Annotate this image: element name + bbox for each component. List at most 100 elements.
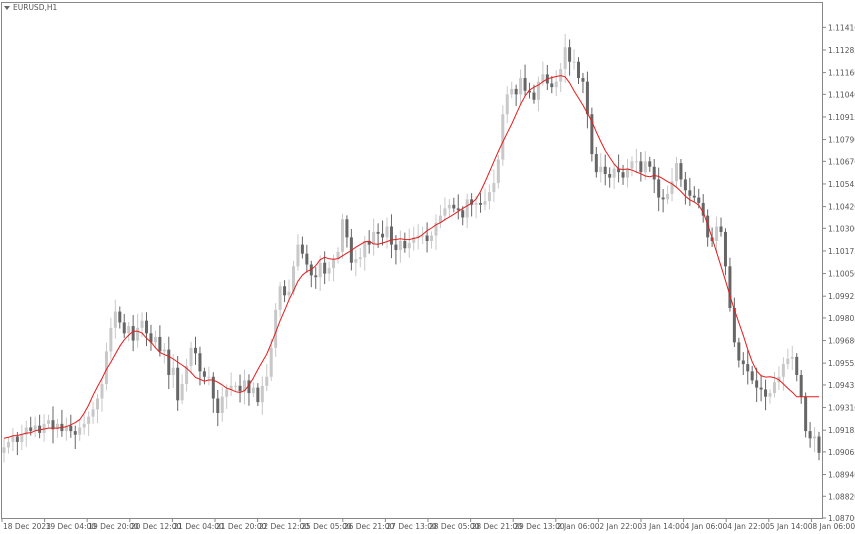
bear-candle xyxy=(719,226,723,232)
bull-candle xyxy=(287,291,291,296)
bear-candle xyxy=(723,231,727,267)
bear-candle xyxy=(550,83,554,88)
bull-candle xyxy=(291,266,295,292)
bull-candle xyxy=(474,202,478,205)
bull-candle xyxy=(153,336,157,343)
bull-candle xyxy=(251,387,255,394)
bull-candle xyxy=(666,193,670,200)
triangle-down-icon[interactable] xyxy=(4,6,10,10)
bull-candle xyxy=(670,181,674,194)
bull-candle xyxy=(24,427,28,435)
bear-candle xyxy=(732,307,736,343)
bull-candle xyxy=(109,327,113,352)
time-tick-label: 21 Dec 04:00 xyxy=(173,522,224,531)
bear-candle xyxy=(568,47,572,62)
bull-candle xyxy=(332,259,336,269)
bull-candle xyxy=(6,441,10,448)
bear-candle xyxy=(741,360,745,365)
price-tick-label: 1.08820 xyxy=(828,492,855,501)
bull-candle xyxy=(100,384,104,399)
bull-candle xyxy=(189,347,193,366)
bull-candle xyxy=(265,376,269,386)
bear-candle xyxy=(283,286,287,296)
candles-layer xyxy=(2,34,821,463)
price-tick-label: 1.11160 xyxy=(828,69,855,78)
bull-candle xyxy=(185,365,189,385)
bull-candle xyxy=(140,320,144,328)
bull-candle xyxy=(104,351,108,385)
bull-candle xyxy=(340,219,344,252)
bull-candle xyxy=(33,425,37,432)
bull-candle xyxy=(674,163,678,182)
bull-candle xyxy=(385,226,389,238)
bull-candle xyxy=(625,168,629,178)
bull-candle xyxy=(430,235,434,241)
bull-candle xyxy=(64,425,68,432)
price-tick-label: 1.10175 xyxy=(828,247,855,256)
bear-candle xyxy=(728,266,732,308)
bull-candle xyxy=(612,168,616,178)
bull-candle xyxy=(269,347,273,377)
bull-candle xyxy=(599,166,603,173)
bull-candle xyxy=(772,382,776,394)
bull-candle xyxy=(572,61,576,63)
bear-candle xyxy=(69,425,73,432)
time-tick-label: 2 Jan 22:00 xyxy=(599,522,642,531)
bear-candle xyxy=(158,336,162,352)
bear-candle xyxy=(198,353,202,372)
bull-candle xyxy=(274,309,278,348)
bull-candle xyxy=(554,81,558,88)
price-tick-label: 1.09310 xyxy=(828,404,855,413)
bull-candle xyxy=(87,416,91,424)
time-tick-label: 22 Dec 12:00 xyxy=(259,522,310,531)
time-tick-label: 19 Dec 20:00 xyxy=(88,522,139,531)
bull-candle xyxy=(20,434,24,442)
bull-candle xyxy=(447,204,451,209)
bull-candle xyxy=(113,311,117,328)
bear-candle xyxy=(603,166,607,174)
bull-candle xyxy=(790,356,794,359)
price-tick-label: 1.08700 xyxy=(828,514,855,523)
bear-candle xyxy=(692,195,696,198)
bear-candle xyxy=(679,163,683,180)
bear-candle xyxy=(323,262,327,274)
bull-candle xyxy=(78,427,82,435)
bull-candle xyxy=(82,423,86,428)
bear-candle xyxy=(389,226,393,245)
bull-candle xyxy=(225,389,229,397)
bear-candle xyxy=(247,380,251,394)
bear-candle xyxy=(29,427,33,432)
bear-candle xyxy=(345,219,349,238)
bull-candle xyxy=(416,235,420,238)
bull-candle xyxy=(136,327,140,341)
bull-candle xyxy=(492,183,496,193)
bull-candle xyxy=(207,376,211,378)
bull-candle xyxy=(47,420,51,424)
bull-candle xyxy=(443,208,447,216)
bear-candle xyxy=(38,425,42,433)
bear-candle xyxy=(617,168,621,173)
time-tick-label: 27 Dec 13:00 xyxy=(386,522,437,531)
bear-candle xyxy=(799,374,803,397)
bear-candle xyxy=(238,385,242,392)
bear-candle xyxy=(367,240,371,245)
price-tick-label: 1.09925 xyxy=(828,292,855,301)
bull-candle xyxy=(505,94,509,115)
bear-candle xyxy=(523,78,527,91)
time-tick-label: 3 Jan 14:00 xyxy=(642,522,685,531)
price-tick-label: 1.10420 xyxy=(828,203,855,212)
bull-candle xyxy=(434,222,438,236)
bear-candle xyxy=(425,235,429,241)
time-tick-label: 4 Jan 06:00 xyxy=(685,522,728,531)
bull-candle xyxy=(55,423,59,430)
bull-candle xyxy=(220,396,224,413)
bear-candle xyxy=(648,161,652,167)
price-axis[interactable]: 1.11410 1.11285 1.11160 1.11040 1.10915 1.107… xyxy=(822,23,855,523)
bull-candle xyxy=(715,226,719,241)
bull-candle xyxy=(501,114,505,160)
time-tick-label: 8 Jan 06:00 xyxy=(812,522,855,531)
price-tick-label: 1.09555 xyxy=(828,359,855,368)
